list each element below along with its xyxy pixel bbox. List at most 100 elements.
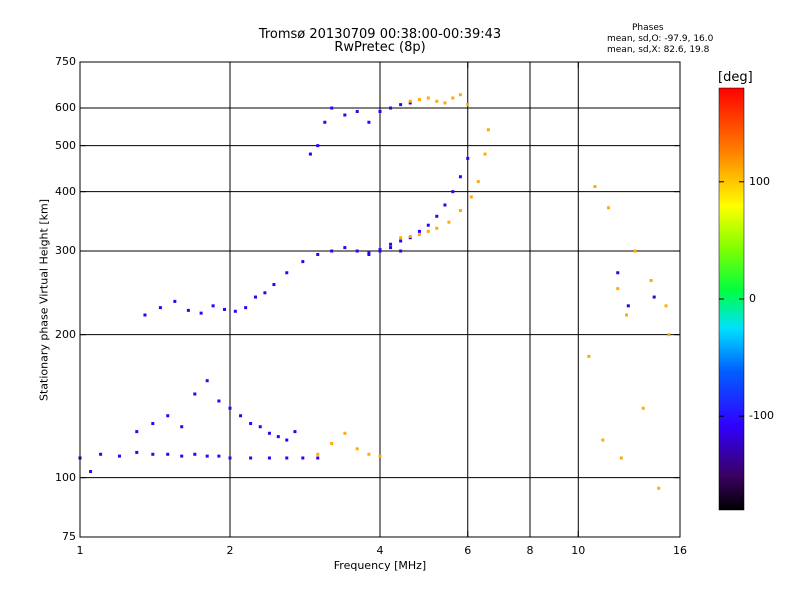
data-point (458, 209, 462, 213)
data-point (626, 304, 630, 308)
data-point (399, 236, 403, 240)
data-point (435, 99, 439, 103)
data-point (483, 152, 487, 156)
x-tick-label: 10 (571, 544, 586, 557)
data-point (158, 306, 162, 310)
data-point (166, 414, 170, 418)
plot-grid (80, 62, 680, 537)
data-point (301, 456, 305, 460)
data-point (180, 425, 184, 429)
data-point (607, 206, 611, 210)
data-point (330, 442, 334, 446)
data-point (616, 287, 620, 291)
data-point (135, 450, 139, 454)
y-tick-label: 400 (55, 184, 76, 198)
data-point (323, 120, 327, 124)
data-point (166, 452, 170, 456)
data-point (239, 414, 243, 418)
data-point (258, 425, 262, 429)
colorbar-tick-label: 0 (749, 292, 756, 305)
y-tick-label: 300 (55, 244, 76, 258)
data-point (633, 249, 637, 253)
data-point (587, 354, 591, 358)
data-point (657, 486, 661, 490)
data-point (593, 185, 597, 189)
data-point (389, 246, 393, 250)
data-point (408, 99, 412, 103)
data-point (316, 144, 320, 148)
data-point (367, 120, 371, 124)
colorbar-tick-label: 100 (749, 174, 770, 188)
data-point (330, 106, 334, 110)
data-point (652, 295, 656, 299)
data-point (458, 175, 462, 179)
data-point (135, 430, 139, 434)
data-point (151, 452, 155, 456)
phases-x-stats: mean, sd,X: 82.6, 19.8 (607, 45, 710, 55)
data-point (186, 308, 190, 312)
data-point (399, 239, 403, 243)
data-point (211, 304, 215, 308)
data-point (285, 438, 289, 442)
data-point (447, 220, 451, 224)
data-point (267, 456, 271, 460)
x-tick-label: 8 (526, 544, 534, 557)
data-point (151, 422, 155, 426)
data-point (355, 249, 359, 253)
data-point (367, 252, 371, 256)
data-point (389, 242, 393, 246)
phases-title: Phases (632, 23, 664, 33)
x-tick-label: 16 (673, 544, 687, 557)
data-point (458, 93, 462, 97)
data-point (308, 152, 312, 156)
data-point (228, 406, 232, 410)
data-point (233, 309, 237, 313)
data-point (343, 431, 347, 435)
data-point (249, 422, 253, 426)
data-point (285, 456, 289, 460)
data-point (228, 456, 232, 460)
y-tick-label: 200 (55, 327, 76, 341)
axis-ticks (79, 61, 681, 538)
data-point (205, 454, 209, 458)
data-point (276, 435, 280, 439)
data-point (417, 98, 421, 102)
data-point (367, 250, 371, 254)
data-point (89, 470, 93, 474)
data-point (417, 229, 421, 233)
data-point (343, 113, 347, 117)
data-point (378, 454, 382, 458)
y-tick-label: 75 (62, 530, 76, 543)
data-point (664, 304, 668, 308)
data-point (466, 103, 470, 107)
data-point (625, 313, 629, 317)
data-point (378, 249, 382, 253)
data-point (217, 399, 221, 403)
data-point (117, 454, 121, 458)
y-tick-label: 100 (55, 470, 76, 484)
data-point (469, 195, 473, 199)
data-point (223, 307, 227, 311)
y-tick-label: 600 (55, 101, 76, 115)
data-point (667, 333, 671, 337)
data-point (443, 101, 447, 105)
y-tick-label: 750 (55, 55, 76, 68)
data-point (378, 109, 382, 113)
x-tick-label: 2 (226, 544, 234, 557)
data-point (193, 452, 197, 456)
data-point (143, 313, 147, 317)
data-point (173, 299, 177, 303)
data-point (193, 392, 197, 396)
data-point (253, 295, 257, 299)
data-point (435, 226, 439, 230)
data-point (293, 430, 297, 434)
data-point (435, 214, 439, 218)
data-point (180, 454, 184, 458)
x-axis-label: Frequency [MHz] (333, 559, 427, 572)
scatter-points (78, 93, 671, 490)
data-point (217, 454, 221, 458)
data-point (389, 106, 393, 110)
data-point (408, 101, 412, 105)
data-point (355, 109, 359, 113)
